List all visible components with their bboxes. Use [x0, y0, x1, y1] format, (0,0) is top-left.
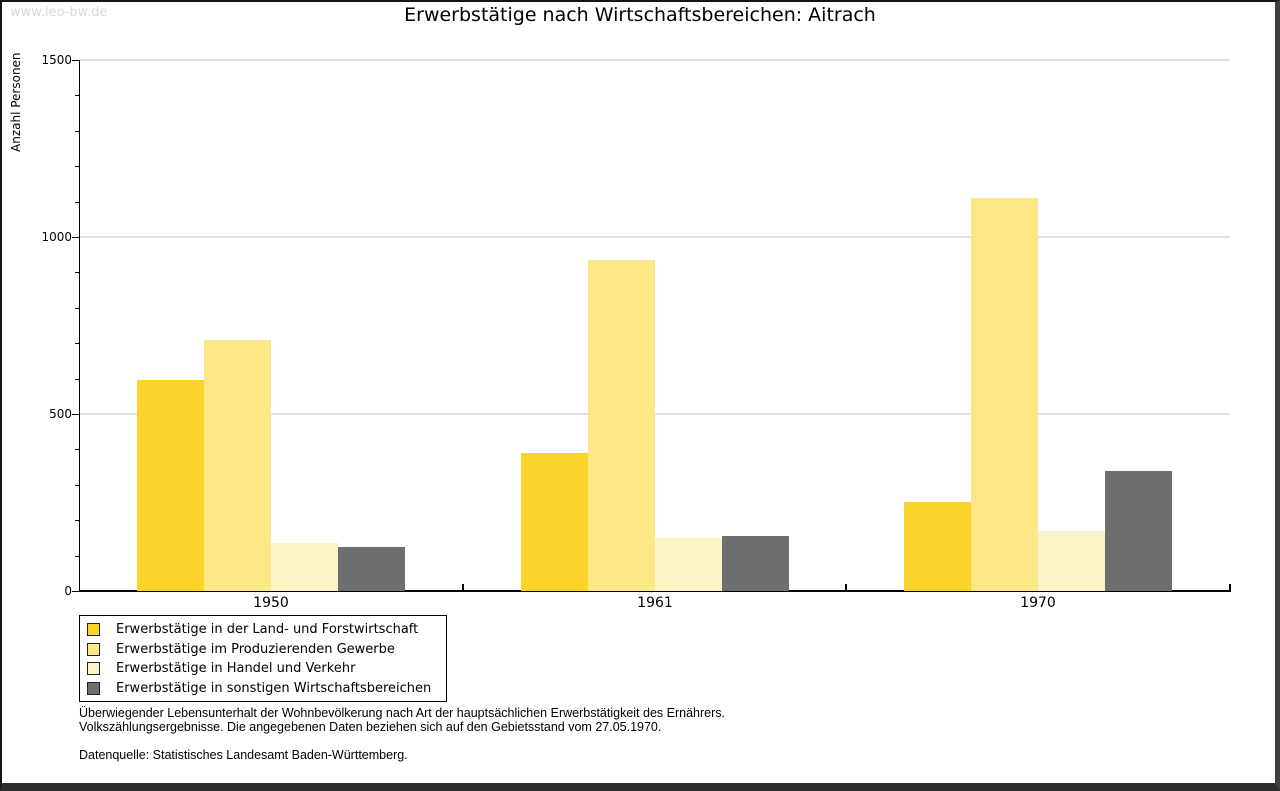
chart-title: Erwerbstätige nach Wirtschaftsbereichen:… — [404, 4, 876, 26]
bar-1961-s2 — [588, 260, 655, 591]
y-tick-label-500: 500 — [49, 407, 72, 421]
bar-1950-s1 — [137, 380, 204, 591]
y-minor-tick-600 — [75, 379, 79, 380]
y-minor-tick-200 — [75, 520, 79, 521]
x-boundary-tick-1 — [462, 584, 464, 590]
x-boundary-tick-3 — [1229, 584, 1231, 590]
legend-swatch-icon — [87, 642, 100, 656]
footnote-line-2: Volkszählungsergebnisse. Die angegebenen… — [79, 720, 662, 734]
y-minor-tick-1100 — [75, 202, 79, 203]
legend-item-1: Erwerbstätige in der Land- und Forstwirt… — [80, 620, 446, 640]
bar-1961-s1 — [521, 453, 588, 591]
bar-1950-s2 — [204, 340, 271, 591]
legend: Erwerbstätige in der Land- und Forstwirt… — [79, 615, 447, 702]
data-source: Datenquelle: Statistisches Landesamt Bad… — [79, 748, 408, 762]
legend-item-4: Erwerbstätige in sonstigen Wirtschaftsbe… — [80, 679, 446, 699]
y-tick-label-0: 0 — [64, 584, 72, 598]
legend-label: Erwerbstätige im Produzierenden Gewerbe — [116, 641, 395, 657]
footnote: Überwiegender Lebensunterhalt der Wohnbe… — [79, 706, 725, 762]
bar-1961-s4 — [722, 536, 789, 591]
y-axis-label: Anzahl Personen — [9, 52, 23, 152]
legend-item-3: Erwerbstätige in Handel und Verkehr — [80, 659, 446, 679]
bar-1950-s3 — [271, 543, 338, 591]
legend-label: Erwerbstätige in sonstigen Wirtschaftsbe… — [116, 680, 432, 696]
x-tick-label-1950: 1950 — [253, 595, 289, 611]
y-major-tick-0 — [72, 591, 79, 592]
gridline-1500 — [79, 59, 1230, 61]
legend-label: Erwerbstätige in der Land- und Forstwirt… — [116, 622, 419, 638]
y-minor-tick-100 — [75, 556, 79, 557]
bar-1970-s2 — [971, 198, 1038, 591]
x-boundary-tick-2 — [845, 584, 847, 590]
x-axis-line — [79, 590, 1231, 592]
y-minor-tick-400 — [75, 449, 79, 450]
x-tick-label-1961: 1961 — [637, 595, 673, 611]
gridline-1000 — [79, 236, 1230, 238]
y-major-tick-1500 — [72, 60, 79, 61]
y-tick-label-1500: 1500 — [41, 53, 72, 67]
y-minor-tick-1400 — [75, 95, 79, 96]
y-minor-tick-1200 — [75, 166, 79, 167]
y-tick-label-1000: 1000 — [41, 230, 72, 244]
y-axis-line — [79, 60, 80, 592]
y-major-tick-1000 — [72, 237, 79, 238]
x-tick-label-1970: 1970 — [1020, 595, 1056, 611]
bar-1950-s4 — [338, 547, 405, 591]
legend-item-2: Erwerbstätige im Produzierenden Gewerbe — [80, 640, 446, 660]
footnote-line-1: Überwiegender Lebensunterhalt der Wohnbe… — [79, 706, 725, 720]
legend-swatch-icon — [87, 623, 100, 637]
bar-1961-s3 — [655, 538, 722, 591]
bar-1970-s1 — [904, 502, 971, 591]
legend-label: Erwerbstätige in Handel und Verkehr — [116, 661, 356, 677]
bar-1970-s3 — [1038, 531, 1105, 591]
bar-1970-s4 — [1105, 471, 1172, 591]
y-minor-tick-800 — [75, 308, 79, 309]
legend-swatch-icon — [87, 681, 100, 695]
y-minor-tick-900 — [75, 272, 79, 273]
watermark: www.leo-bw.de — [10, 5, 108, 20]
y-minor-tick-300 — [75, 485, 79, 486]
legend-swatch-icon — [87, 662, 100, 676]
y-minor-tick-1300 — [75, 131, 79, 132]
y-minor-tick-700 — [75, 343, 79, 344]
y-major-tick-500 — [72, 414, 79, 415]
